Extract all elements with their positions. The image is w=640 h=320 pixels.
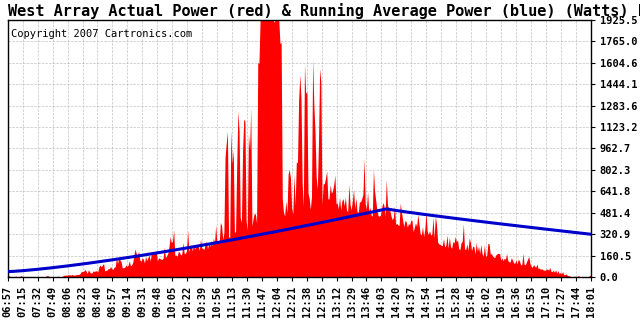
Text: Copyright 2007 Cartronics.com: Copyright 2007 Cartronics.com [11,29,192,39]
Text: West Array Actual Power (red) & Running Average Power (blue) (Watts) Fri Oct 12 : West Array Actual Power (red) & Running … [8,3,640,19]
